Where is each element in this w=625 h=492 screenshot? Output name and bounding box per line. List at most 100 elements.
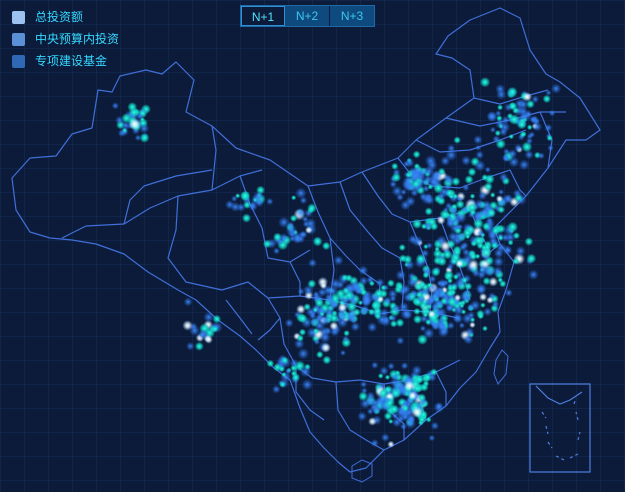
investment-dot xyxy=(508,134,514,140)
investment-dot xyxy=(398,244,406,251)
legend-label: 专项建设基金 xyxy=(35,54,108,68)
investment-dot xyxy=(425,242,433,250)
investment-dot xyxy=(291,195,297,201)
investment-dot xyxy=(452,193,458,199)
investment-dot xyxy=(486,111,497,122)
investment-dot xyxy=(474,160,486,172)
investment-dot xyxy=(382,315,390,324)
investment-dot xyxy=(183,297,193,307)
investment-dot xyxy=(426,159,438,171)
investment-dot xyxy=(329,313,339,323)
investment-dot xyxy=(480,247,492,258)
investment-dot xyxy=(297,288,305,295)
investment-dot xyxy=(197,328,210,341)
legend-item-total-investment[interactable]: 总投资额 xyxy=(12,6,119,28)
investment-dot xyxy=(387,279,395,288)
investment-dot xyxy=(422,380,430,387)
investment-dot xyxy=(530,117,537,124)
investment-dot xyxy=(299,365,312,378)
legend: 总投资额 中央预算内投资 专项建设基金 xyxy=(12,6,119,72)
investment-dot xyxy=(368,417,377,426)
investment-dot xyxy=(322,355,332,365)
investment-dot xyxy=(336,316,349,329)
tab-n-plus-1[interactable]: N+1 xyxy=(241,6,285,26)
investment-dot xyxy=(486,296,494,304)
investment-dot xyxy=(474,199,485,210)
investment-dot xyxy=(377,373,384,379)
investment-dot xyxy=(342,287,350,295)
investment-dot xyxy=(384,385,393,394)
investment-dot xyxy=(489,126,496,133)
investment-dot xyxy=(424,207,433,216)
investment-dot xyxy=(430,421,440,430)
investment-dot xyxy=(403,160,410,168)
investment-dot xyxy=(405,196,416,207)
investment-dot xyxy=(340,349,346,356)
legend-item-central-budget[interactable]: 中央预算内投资 xyxy=(12,28,119,50)
investment-dot xyxy=(482,325,488,332)
investment-dot xyxy=(474,253,481,259)
investment-dot xyxy=(375,278,385,288)
investment-dot xyxy=(483,182,493,192)
investment-dot xyxy=(230,201,241,212)
investment-dot xyxy=(279,233,289,243)
tab-n-plus-2[interactable]: N+2 xyxy=(285,6,330,26)
investment-dot xyxy=(262,239,272,249)
investment-dot xyxy=(438,291,445,299)
investment-dot xyxy=(546,135,553,142)
investment-dot xyxy=(550,83,562,94)
investment-dot xyxy=(391,185,403,197)
investment-dot xyxy=(417,393,427,403)
investment-dot xyxy=(545,89,552,96)
investment-dot xyxy=(507,86,518,98)
investment-dot xyxy=(135,112,144,121)
investment-dot xyxy=(453,136,461,144)
investment-dot xyxy=(495,84,506,94)
investment-dot xyxy=(495,195,504,203)
investment-dot xyxy=(505,247,512,254)
investment-dot xyxy=(373,306,382,316)
investment-dot xyxy=(524,150,534,160)
investment-dot xyxy=(391,417,402,428)
investment-dot xyxy=(312,307,318,313)
period-toggle: N+1 N+2 N+3 xyxy=(240,5,375,27)
investment-dot xyxy=(475,150,485,160)
investment-dot xyxy=(528,131,536,138)
investment-dot xyxy=(353,308,361,317)
investment-dot xyxy=(388,418,394,424)
investment-dot xyxy=(428,275,437,283)
investment-dot xyxy=(413,314,423,324)
investment-dot xyxy=(506,113,514,120)
investment-dot xyxy=(440,156,451,166)
investment-dot xyxy=(479,207,490,218)
investment-dot xyxy=(392,304,401,313)
investment-dot xyxy=(524,110,533,118)
legend-item-special-fund[interactable]: 专项建设基金 xyxy=(12,50,119,72)
investment-dot xyxy=(462,183,470,192)
investment-dot xyxy=(384,374,391,380)
investment-dot xyxy=(518,159,530,171)
investment-dot xyxy=(341,274,349,281)
investment-dot xyxy=(383,411,393,421)
investment-dot xyxy=(499,280,507,288)
investment-dot xyxy=(486,208,496,218)
investment-dot xyxy=(295,187,307,199)
tab-n-plus-3[interactable]: N+3 xyxy=(330,6,374,26)
investment-dot xyxy=(389,404,400,414)
investment-dot xyxy=(445,214,453,223)
investment-dot xyxy=(350,321,361,332)
investment-dot xyxy=(497,104,504,111)
investment-dot xyxy=(395,269,407,281)
investment-dot xyxy=(481,174,489,181)
investment-dot xyxy=(463,334,474,345)
investment-dot xyxy=(437,256,447,267)
investment-dot xyxy=(526,124,533,131)
investment-dot xyxy=(379,366,389,376)
investment-dot xyxy=(212,314,222,324)
investment-dot xyxy=(522,92,533,102)
investment-dot xyxy=(403,254,413,264)
investment-dot xyxy=(464,175,474,185)
investment-dot xyxy=(428,434,436,442)
